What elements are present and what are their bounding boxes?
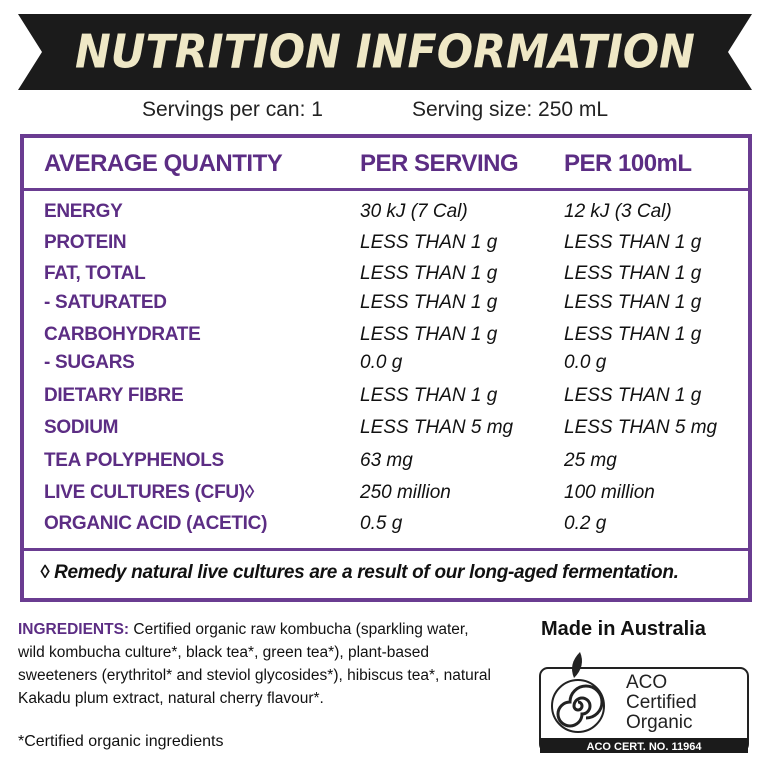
footnote: ◊ Remedy natural live cultures are a res… (40, 562, 679, 583)
per-serving: 63 mg (360, 450, 413, 471)
per-serving: LESS THAN 5 mg (360, 417, 514, 438)
nutrient-name: ORGANIC ACID (ACETIC) (44, 513, 268, 534)
divider (24, 548, 748, 551)
per-100ml: LESS THAN 1 g (564, 324, 702, 345)
per-100ml: 25 mg (564, 450, 617, 471)
per-100ml: 100 million (564, 482, 655, 503)
nutrient-name: - SUGARS (44, 352, 135, 373)
per-serving: 30 kJ (7 Cal) (360, 201, 468, 222)
title: NUTRITION INFORMATION (75, 25, 695, 79)
per-serving: LESS THAN 1 g (360, 263, 498, 284)
column-header: AVERAGE QUANTITY (44, 150, 283, 177)
per-100ml: LESS THAN 1 g (564, 292, 702, 313)
per-serving: LESS THAN 1 g (360, 385, 498, 406)
serving-size: Serving size: 250 mL (412, 98, 609, 121)
per-serving: LESS THAN 1 g (360, 292, 498, 313)
servings-per-can: Servings per can: 1 (142, 98, 323, 121)
nutrient-name: LIVE CULTURES (CFU)◊ (44, 482, 254, 503)
nutrient-name: FAT, TOTAL (44, 263, 146, 284)
made-in: Made in Australia (541, 618, 706, 640)
certified-note: *Certified organic ingredients (18, 733, 224, 750)
ingredients-label: INGREDIENTS: (18, 621, 130, 638)
ingredients: INGREDIENTS: Certified organic raw kombu… (18, 618, 493, 710)
divider (24, 188, 748, 191)
aco-logo: ACO Certified Organic ACO CERT. NO. 1196… (539, 652, 749, 753)
logo-text: ACO (626, 672, 667, 693)
nutrient-name: - SATURATED (44, 292, 167, 313)
per-serving: 0.5 g (360, 513, 403, 534)
nutrient-name: PROTEIN (44, 232, 127, 253)
nutrition-table: AVERAGE QUANTITY PER SERVING PER 100mL E… (20, 134, 752, 602)
per-100ml: LESS THAN 5 mg (564, 417, 718, 438)
nutrient-name: ENERGY (44, 201, 123, 222)
per-serving: LESS THAN 1 g (360, 232, 498, 253)
banner: NUTRITION INFORMATION (18, 14, 752, 90)
per-100ml: 0.0 g (564, 352, 607, 373)
per-100ml: 0.2 g (564, 513, 607, 534)
logo-text: Certified (626, 692, 697, 713)
logo-text: Organic (626, 712, 693, 733)
column-header: PER SERVING (360, 150, 519, 177)
per-serving: LESS THAN 1 g (360, 324, 498, 345)
per-100ml: LESS THAN 1 g (564, 263, 702, 284)
nutrient-name: DIETARY FIBRE (44, 385, 184, 406)
ingredients-text: Certified organic raw kombucha (sparklin… (18, 621, 491, 707)
cert-number: ACO CERT. NO. 11964 (587, 741, 703, 753)
nutrient-name: TEA POLYPHENOLS (44, 450, 224, 471)
per-serving: 0.0 g (360, 352, 403, 373)
nutrient-name: CARBOHYDRATE (44, 324, 201, 345)
per-100ml: LESS THAN 1 g (564, 385, 702, 406)
column-header: PER 100mL (564, 150, 692, 177)
per-serving: 250 million (360, 482, 451, 503)
per-100ml: 12 kJ (3 Cal) (564, 201, 672, 222)
per-100ml: LESS THAN 1 g (564, 232, 702, 253)
nutrient-name: SODIUM (44, 417, 119, 438)
